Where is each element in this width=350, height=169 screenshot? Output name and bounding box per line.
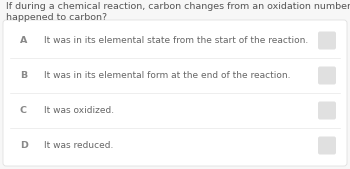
Text: D: D <box>20 141 28 150</box>
Text: It was oxidized.: It was oxidized. <box>44 106 114 115</box>
FancyBboxPatch shape <box>318 137 336 154</box>
Text: happened to carbon?: happened to carbon? <box>6 13 107 22</box>
Text: It was reduced.: It was reduced. <box>44 141 113 150</box>
Text: It was in its elemental form at the end of the reaction.: It was in its elemental form at the end … <box>44 71 290 80</box>
Text: C: C <box>20 106 27 115</box>
FancyBboxPatch shape <box>318 102 336 119</box>
FancyBboxPatch shape <box>3 20 347 166</box>
Text: It was in its elemental state from the start of the reaction.: It was in its elemental state from the s… <box>44 36 308 45</box>
FancyBboxPatch shape <box>318 66 336 84</box>
Text: B: B <box>20 71 27 80</box>
Text: If during a chemical reaction, carbon changes from an oxidation number of +2 to : If during a chemical reaction, carbon ch… <box>6 2 350 11</box>
Text: A: A <box>20 36 27 45</box>
FancyBboxPatch shape <box>318 31 336 50</box>
